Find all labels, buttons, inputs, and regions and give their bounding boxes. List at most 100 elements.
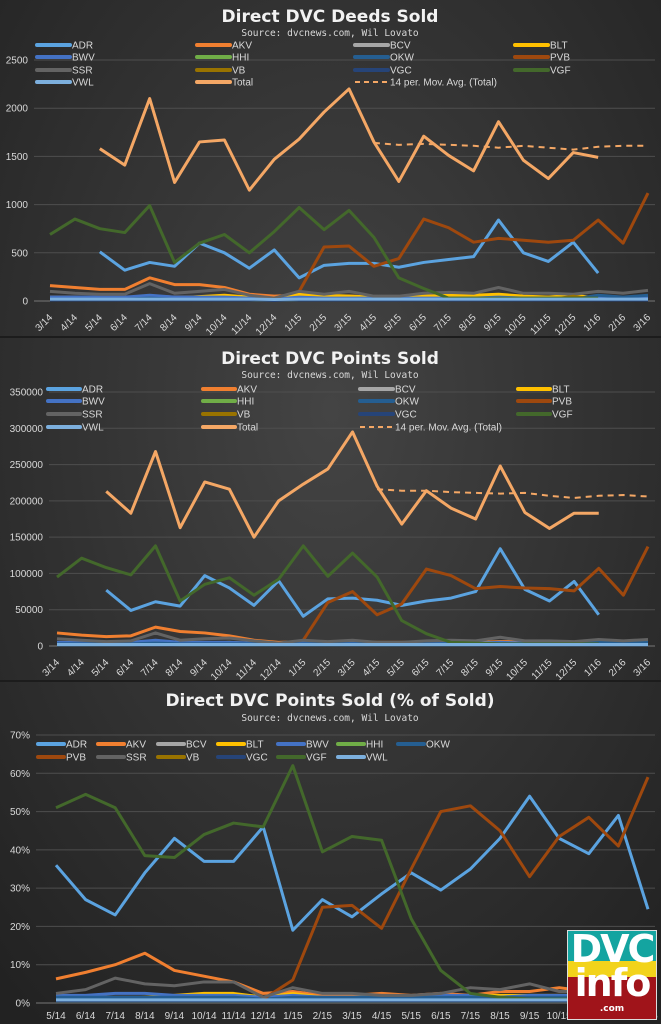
legend-item: OKW — [358, 397, 419, 408]
y-tick-label: 0 — [37, 642, 43, 653]
chart-3: Direct DVC Points Sold (% of Sold) Source… — [10, 691, 658, 1022]
legend-label: VB — [232, 66, 246, 77]
y-tick-label: 30% — [10, 884, 30, 895]
legend-item: VGC — [353, 66, 412, 77]
legend-item: PVB — [513, 53, 570, 64]
logo-text-info: info — [574, 961, 652, 1005]
x-tick-label: 5/14 — [46, 1011, 66, 1022]
y-tick-label: 1500 — [6, 152, 29, 163]
x-tick-label: 6/15 — [431, 1011, 451, 1022]
legend-label: 14 per. Mov. Avg. (Total) — [395, 423, 502, 434]
legend-label: VGF — [306, 753, 327, 764]
chart-subtitle: Source: dvcnews.com, Wil Lovato — [241, 28, 419, 39]
x-tick-label: 6/14 — [76, 1011, 96, 1022]
legend-item: OKW — [396, 740, 450, 751]
legend-label: AKV — [237, 385, 257, 396]
legend-item: VWL — [336, 753, 388, 764]
legend-item: SSR — [96, 753, 147, 764]
legend-label: SSR — [82, 410, 103, 421]
legend-item: ADR — [46, 385, 103, 396]
series-line-ssr — [55, 976, 648, 999]
x-tick-label: 3/15 — [342, 1011, 362, 1022]
legend-item: VGC — [216, 753, 268, 764]
legend-item: BCV — [156, 740, 207, 751]
legend-item: HHI — [195, 53, 249, 64]
legend-item: BLT — [513, 41, 568, 52]
legend-item: BCV — [358, 385, 416, 396]
legend-item: ADR — [36, 740, 87, 751]
legend-item: SSR — [35, 66, 93, 77]
x-tick-label: 10/15 — [547, 1011, 572, 1022]
legend-item: VGF — [516, 410, 573, 421]
x-tick-label: 9/14 — [165, 1011, 185, 1022]
chart-title: Direct DVC Points Sold — [221, 349, 439, 369]
legend-label: BLT — [246, 740, 264, 751]
legend-item: VGF — [513, 66, 571, 77]
legend-label: ADR — [82, 385, 103, 396]
x-tick-label: 8/15 — [490, 1011, 510, 1022]
legend-label: OKW — [390, 53, 414, 64]
legend-label: VB — [186, 753, 200, 764]
legend-label: PVB — [550, 53, 570, 64]
x-tick-label: 5/15 — [401, 1011, 421, 1022]
legend-label: BCV — [186, 740, 207, 751]
legend-item: BWV — [46, 397, 105, 408]
y-tick-label: 40% — [10, 845, 30, 856]
logo-text-dvc: DVC — [570, 930, 656, 971]
y-tick-label: 60% — [10, 769, 30, 780]
series-line-14-per-mov-avg-total- — [377, 488, 649, 499]
legend-label: BLT — [552, 385, 570, 396]
series-line-ssr — [56, 631, 649, 645]
series-line-pvb — [262, 776, 650, 1001]
legend-label: VGC — [246, 753, 268, 764]
legend-item: VGF — [276, 753, 327, 764]
legend-item: VGC — [358, 410, 417, 421]
x-tick-label: 11/14 — [221, 1011, 246, 1022]
y-tick-label: 2500 — [6, 56, 29, 67]
y-tick-label: 50000 — [15, 605, 43, 616]
legend-label: PVB — [552, 397, 572, 408]
series-line-pvb — [301, 545, 650, 642]
x-tick-label: 9/15 — [520, 1011, 540, 1022]
x-tick-label: 1/15 — [283, 1011, 303, 1022]
legend-label: VGF — [552, 410, 573, 421]
legend-item: VB — [201, 410, 251, 421]
legend-label: BWV — [82, 397, 105, 408]
legend-item: PVB — [36, 753, 86, 764]
legend-item: AKV — [195, 41, 252, 52]
logo-text-com: .com — [599, 1004, 625, 1014]
legend-label: OKW — [395, 397, 419, 408]
legend-label: ADR — [72, 41, 93, 52]
legend-item: BWV — [276, 740, 329, 751]
legend-label: BCV — [390, 41, 411, 52]
legend-label: VWL — [72, 78, 94, 89]
legend-label: BCV — [395, 385, 416, 396]
legend-item: ADR — [35, 41, 93, 52]
legend-item: VWL — [35, 78, 94, 89]
chart-subtitle: Source: dvcnews.com, Wil Lovato — [241, 713, 419, 724]
legend-item: 14 per. Mov. Avg. (Total) — [355, 78, 497, 89]
legend-label: BWV — [72, 53, 95, 64]
legend-label: VB — [237, 410, 251, 421]
legend-item: BLT — [216, 740, 264, 751]
x-tick-label: 7/15 — [461, 1011, 481, 1022]
legend-item: VB — [195, 66, 246, 77]
series-line-pvb — [297, 192, 650, 293]
legend-label: VWL — [366, 753, 388, 764]
y-tick-label: 2000 — [6, 104, 29, 115]
y-tick-label: 0% — [16, 999, 31, 1010]
y-tick-label: 1000 — [6, 200, 29, 211]
legend-label: VGF — [550, 66, 571, 77]
series-line-adr — [98, 218, 600, 280]
legend-label: VGC — [390, 66, 412, 77]
legend-item: HHI — [336, 740, 383, 751]
series-line-14-per-mov-avg-total- — [373, 141, 648, 151]
legend-label: Total — [232, 78, 253, 89]
legend-label: HHI — [232, 53, 249, 64]
legend-item: VWL — [46, 423, 104, 434]
legend-label: HHI — [366, 740, 383, 751]
y-tick-label: 500 — [11, 248, 28, 259]
legend-item: BWV — [35, 53, 95, 64]
